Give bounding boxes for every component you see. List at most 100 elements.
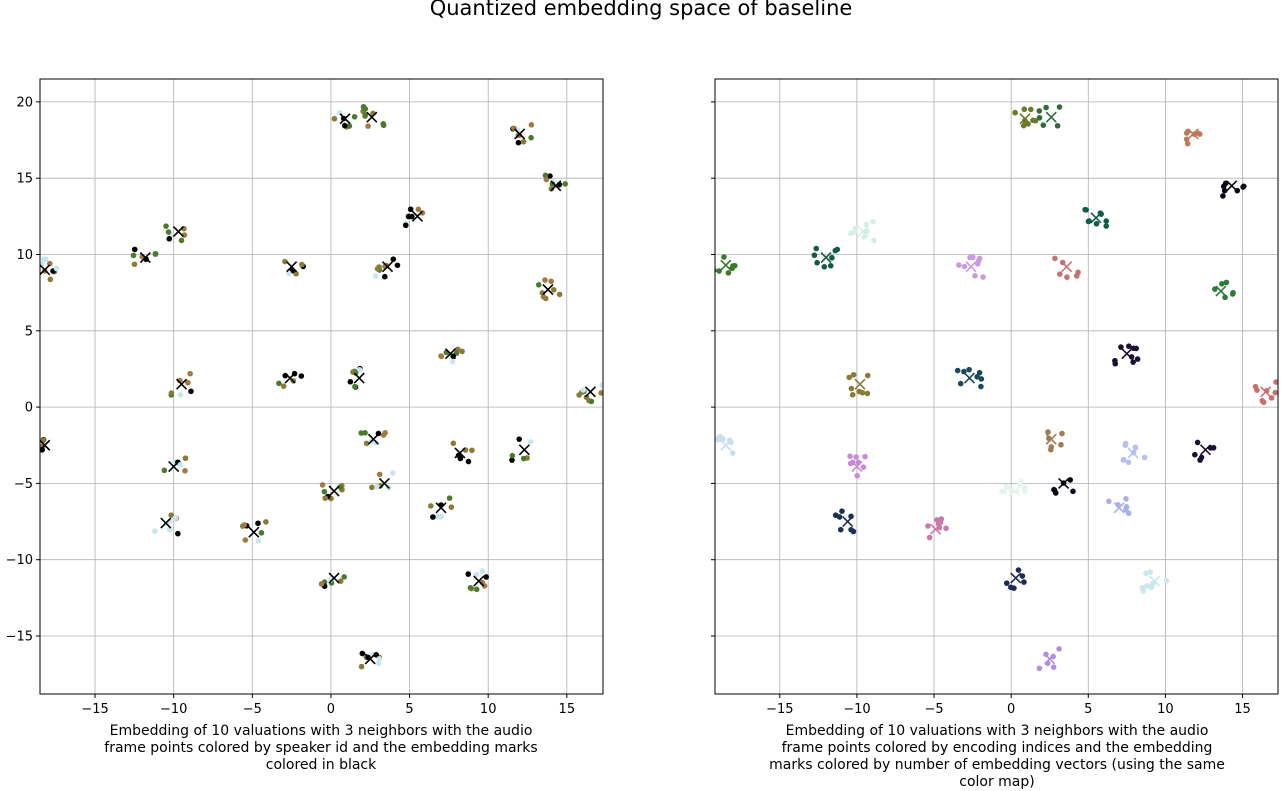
- data-point: [849, 391, 856, 398]
- x-tick-label: 15: [1234, 702, 1251, 717]
- data-point: [1183, 130, 1190, 136]
- embedding-mark: [339, 113, 351, 125]
- embedding-mark: [40, 264, 51, 276]
- embedding-mark: [1226, 180, 1238, 192]
- data-point: [542, 277, 548, 283]
- embedding-mark: [1215, 285, 1227, 297]
- embedding-mark: [1090, 212, 1102, 224]
- data-point: [1001, 488, 1008, 495]
- data-point: [1051, 487, 1058, 494]
- data-point: [1054, 122, 1061, 129]
- data-point: [598, 390, 603, 396]
- scatter-panel-1: −15 −10 −5 0 5 10 15 −15 −10 −5 0 5 10 15 20: [6, 78, 604, 717]
- data-point: [1140, 588, 1146, 594]
- data-point: [829, 254, 835, 261]
- data-point: [547, 173, 553, 179]
- data-point: [1067, 477, 1074, 483]
- data-point: [957, 380, 964, 387]
- data-point: [390, 256, 397, 263]
- x-tick-label: 10: [480, 702, 497, 717]
- data-point: [327, 577, 334, 583]
- data-point: [1198, 454, 1205, 461]
- x-tick-label: 5: [1084, 702, 1092, 717]
- data-point: [1036, 108, 1043, 114]
- data-point: [543, 176, 550, 183]
- data-point: [1125, 510, 1132, 517]
- data-point: [961, 263, 968, 270]
- data-point: [976, 369, 983, 376]
- data-point: [1064, 274, 1070, 280]
- data-point: [362, 112, 368, 118]
- data-point: [839, 508, 845, 514]
- data-point: [516, 436, 522, 442]
- embedding-mark: [1010, 572, 1022, 584]
- data-point: [972, 272, 978, 279]
- data-point: [861, 234, 867, 240]
- data-point: [473, 586, 480, 593]
- data-point: [548, 186, 555, 192]
- data-point: [548, 278, 554, 285]
- data-point: [978, 376, 985, 382]
- data-point: [813, 245, 820, 252]
- data-point: [380, 120, 387, 127]
- data-point: [380, 432, 387, 438]
- embedding-mark: [378, 477, 390, 489]
- data-point: [853, 454, 859, 460]
- data-point: [980, 274, 986, 280]
- data-point: [130, 252, 137, 259]
- data-point: [729, 450, 736, 456]
- data-point: [854, 472, 860, 479]
- data-point: [318, 581, 325, 587]
- data-point: [974, 374, 980, 380]
- data-point: [241, 522, 248, 528]
- embedding-mark: [1127, 447, 1139, 459]
- data-point: [409, 213, 415, 220]
- data-point: [347, 378, 354, 385]
- data-point: [1112, 357, 1118, 364]
- data-point: [402, 222, 409, 229]
- data-point: [299, 261, 305, 268]
- data-point: [863, 221, 870, 228]
- data-point: [255, 520, 261, 527]
- data-point: [562, 181, 568, 187]
- data-point: [1254, 387, 1260, 393]
- data-point: [515, 139, 522, 146]
- axes-frame: [39, 78, 604, 695]
- data-point: [32, 443, 38, 449]
- data-point: [925, 523, 931, 529]
- x-tick-label: 5: [405, 702, 413, 717]
- data-point: [374, 265, 381, 272]
- data-point: [469, 447, 475, 454]
- x-tick-label: −5: [924, 702, 943, 717]
- data-point: [1028, 106, 1034, 113]
- data-point: [352, 383, 358, 390]
- data-point: [47, 276, 54, 283]
- data-point: [1020, 122, 1027, 129]
- data-point: [1103, 218, 1110, 224]
- data-point: [321, 488, 328, 495]
- embedding-mark: [284, 372, 296, 384]
- data-point: [725, 270, 732, 276]
- y-tick-label: 15: [16, 172, 33, 187]
- data-point: [168, 390, 175, 396]
- embedding-mark: [172, 226, 184, 238]
- embedding-mark: [1187, 128, 1199, 140]
- embedding-mark: [518, 444, 530, 456]
- embedding-mark: [1058, 477, 1070, 489]
- data-point: [166, 526, 173, 533]
- data-point: [276, 380, 282, 387]
- embedding-mark: [965, 261, 977, 273]
- embedding-mark: [1044, 653, 1056, 665]
- data-point: [731, 262, 738, 269]
- embedding-mark: [364, 653, 376, 665]
- data-point: [811, 252, 818, 259]
- data-point: [428, 503, 434, 509]
- data-point: [966, 366, 972, 373]
- data-point: [465, 571, 472, 577]
- data-point: [1057, 271, 1063, 277]
- data-point: [187, 370, 193, 377]
- data-point: [166, 235, 173, 242]
- data-point: [1163, 577, 1170, 584]
- data-point: [280, 383, 287, 389]
- embedding-mark: [820, 251, 832, 264]
